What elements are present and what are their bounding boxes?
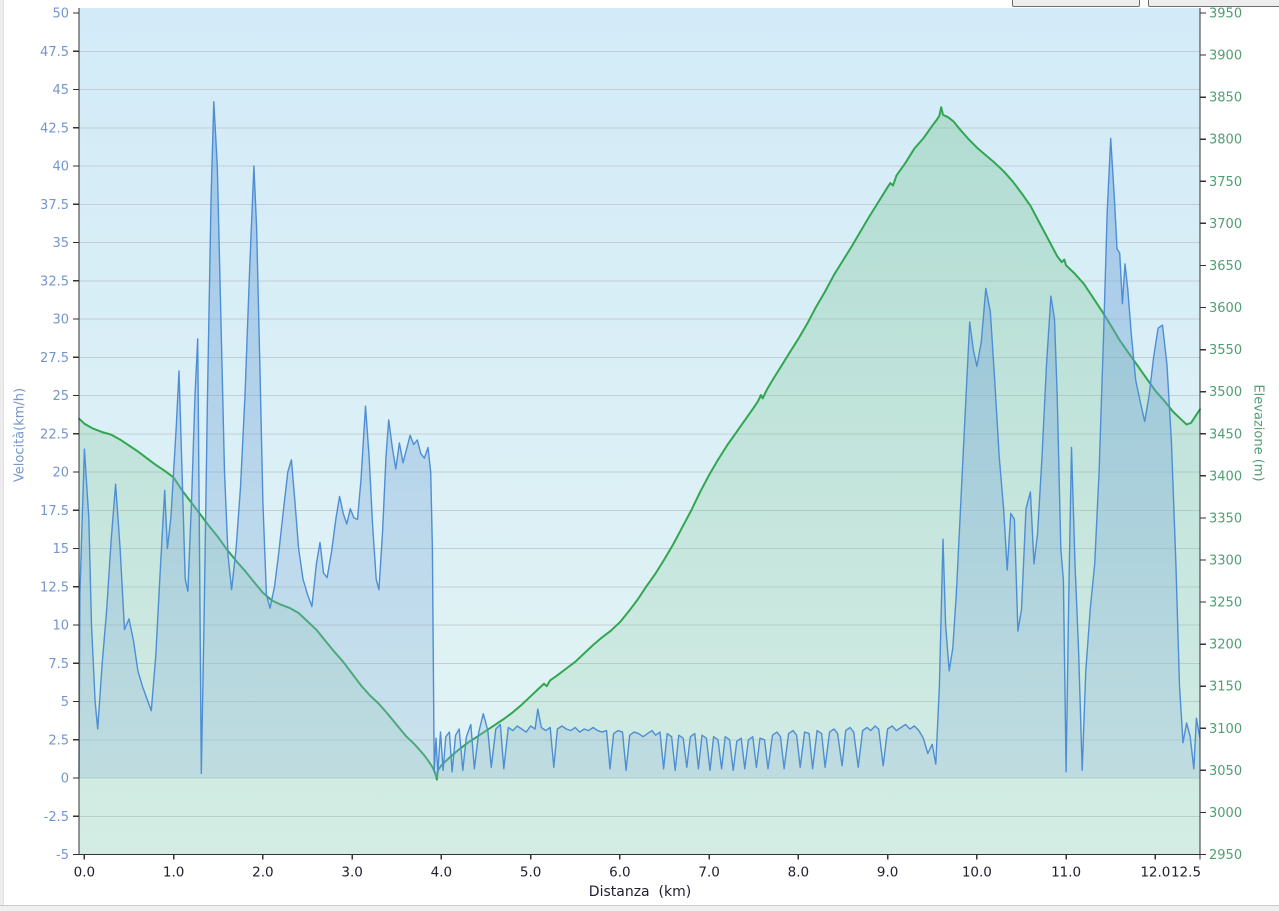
speed-area bbox=[79, 101, 1200, 778]
elevation-area bbox=[79, 107, 1200, 855]
left-tick-label: 35 bbox=[52, 236, 69, 251]
x-tick-label: 10.0 bbox=[962, 865, 992, 881]
left-tick-label: 47.5 bbox=[40, 45, 69, 60]
left-tick-label: 50 bbox=[52, 7, 69, 22]
left-tick-label: 32.5 bbox=[40, 274, 69, 289]
right-tick-label: 3400 bbox=[1209, 469, 1242, 484]
left-tick-label: 12.5 bbox=[40, 580, 69, 595]
panel-left-edge bbox=[0, 0, 4, 911]
toolbar-button-right-cutoff[interactable] bbox=[1148, 0, 1279, 7]
left-tick-label: 42.5 bbox=[40, 121, 69, 136]
right-tick-label: 3500 bbox=[1209, 385, 1242, 400]
x-tick-label: 11.0 bbox=[1051, 865, 1081, 881]
left-tick-label: -5 bbox=[56, 848, 69, 863]
x-tick-label: 6.0 bbox=[609, 865, 630, 881]
x-tick-label: 12.5 bbox=[1171, 865, 1201, 881]
x-tick-label: 8.0 bbox=[788, 865, 809, 881]
left-tick-label: 20 bbox=[52, 466, 69, 481]
right-tick-label: 3000 bbox=[1209, 806, 1242, 821]
right-axis-title: Elevazione (m) bbox=[1250, 384, 1266, 482]
left-tick-label: 30 bbox=[52, 313, 69, 328]
left-tick-label: 45 bbox=[52, 83, 69, 98]
left-tick-label: 10 bbox=[52, 619, 69, 634]
speed-line bbox=[78, 101, 1201, 779]
x-tick-label: 0.0 bbox=[74, 865, 95, 881]
left-tick-label: -2.5 bbox=[44, 810, 69, 825]
left-tick-label: 22.5 bbox=[40, 427, 69, 442]
x-tick-label: 7.0 bbox=[698, 865, 719, 881]
right-tick-label: 3850 bbox=[1209, 91, 1242, 106]
x-tick-label: 2.0 bbox=[252, 865, 273, 881]
right-tick-label: 3650 bbox=[1209, 259, 1242, 274]
right-tick-label: 3300 bbox=[1209, 553, 1242, 568]
right-tick-label: 3100 bbox=[1209, 722, 1242, 737]
right-tick-label: 3800 bbox=[1209, 133, 1242, 148]
left-tick-label: 25 bbox=[52, 389, 69, 404]
right-tick-label: 3450 bbox=[1209, 427, 1242, 442]
right-tick-label: 3900 bbox=[1209, 49, 1242, 64]
right-tick-label: 3950 bbox=[1209, 7, 1242, 22]
panel-bottom-edge bbox=[0, 905, 1279, 911]
right-tick-label: 3150 bbox=[1209, 680, 1242, 695]
right-tick-label: 3550 bbox=[1209, 343, 1242, 358]
left-tick-label: 37.5 bbox=[40, 198, 69, 213]
x-axis-title: Distanza (km) bbox=[588, 884, 692, 900]
left-tick-label: 27.5 bbox=[40, 351, 69, 366]
left-tick-label: 7.5 bbox=[48, 657, 69, 672]
left-tick-label: 0 bbox=[61, 772, 69, 787]
x-tick-label: 4.0 bbox=[431, 865, 452, 881]
x-tick-label: 1.0 bbox=[163, 865, 184, 881]
left-axis-title: Velocità(km/h) bbox=[12, 387, 28, 483]
toolbar-button-left-cutoff[interactable] bbox=[1012, 0, 1140, 7]
right-tick-label: 3700 bbox=[1209, 217, 1242, 232]
left-tick-label: 40 bbox=[52, 160, 69, 175]
x-tick-label: 9.0 bbox=[877, 865, 898, 881]
x-tick-label: 12.0 bbox=[1140, 865, 1170, 881]
x-tick-label: 5.0 bbox=[520, 865, 541, 881]
right-tick-label: 3350 bbox=[1209, 511, 1242, 526]
left-tick-label: 5 bbox=[61, 695, 69, 710]
right-tick-label: 2950 bbox=[1209, 848, 1242, 863]
right-tick-label: 3750 bbox=[1209, 175, 1242, 190]
axes bbox=[73, 8, 1206, 860]
left-tick-label: 15 bbox=[52, 542, 69, 557]
right-tick-label: 3050 bbox=[1209, 764, 1242, 779]
left-tick-label: 2.5 bbox=[48, 733, 69, 748]
right-tick-label: 3250 bbox=[1209, 596, 1242, 611]
right-tick-label: 3600 bbox=[1209, 301, 1242, 316]
right-tick-label: 3200 bbox=[1209, 638, 1242, 653]
left-tick-label: 17.5 bbox=[40, 504, 69, 519]
x-tick-label: 3.0 bbox=[341, 865, 362, 881]
